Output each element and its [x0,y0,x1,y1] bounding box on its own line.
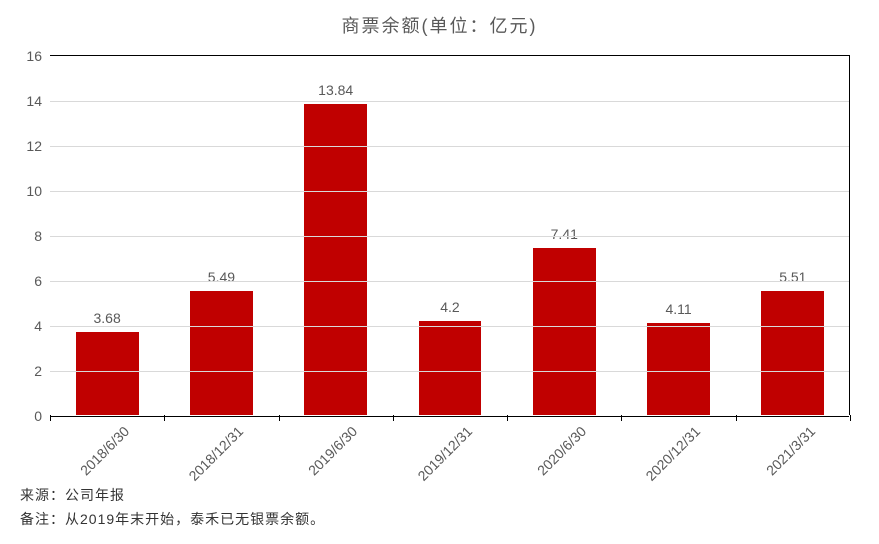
x-tick-mark [393,415,394,421]
plot-area: 3.685.4913.844.27.414.115.51 02468101214… [50,55,850,415]
bar: 5.51 [761,291,824,415]
bar-value-label: 13.84 [318,82,353,98]
bar: 4.11 [647,323,710,415]
x-tick-mark [164,415,165,421]
note-text: 备注：从2019年末开始，泰禾已无银票余额。 [20,508,325,532]
gridline [50,191,849,192]
bar: 5.49 [190,291,253,415]
bar-value-label: 4.2 [440,299,459,315]
x-tick-mark [736,415,737,421]
x-tick-label: 2020/6/30 [534,423,589,478]
y-tick-label: 2 [34,363,50,379]
bar: 7.41 [533,248,596,415]
bar: 13.84 [304,104,367,415]
y-tick-label: 4 [34,318,50,334]
bar: 3.68 [76,332,139,415]
x-tick-mark [279,415,280,421]
x-tick-mark [50,415,51,421]
x-axis-line [50,416,849,417]
y-tick-label: 10 [26,183,50,199]
gridline [50,326,849,327]
chart-footer: 来源：公司年报 备注：从2019年末开始，泰禾已无银票余额。 [20,484,325,532]
bar-value-label: 5.49 [208,269,235,285]
bar-value-label: 3.68 [94,310,121,326]
x-tick-label: 2019/6/30 [305,423,360,478]
x-tick-label: 2019/12/31 [414,423,475,484]
source-text: 来源：公司年报 [20,484,325,508]
x-tick-mark [621,415,622,421]
bar-value-label: 7.41 [551,226,578,242]
gridline [50,146,849,147]
y-tick-label: 14 [26,93,50,109]
y-tick-label: 6 [34,273,50,289]
y-tick-label: 12 [26,138,50,154]
bar-value-label: 5.51 [779,269,806,285]
x-tick-mark [507,415,508,421]
x-tick-mark [850,415,851,421]
gridline [50,371,849,372]
x-tick-label: 2018/6/30 [77,423,132,478]
y-tick-label: 16 [26,48,50,64]
x-tick-label: 2018/12/31 [186,423,247,484]
chart-title: 商票余额(单位：亿元) [0,0,879,38]
y-tick-label: 8 [34,228,50,244]
x-tick-label: 2020/12/31 [643,423,704,484]
gridline [50,101,849,102]
bar-value-label: 4.11 [665,301,691,317]
gridline [50,281,849,282]
x-tick-label: 2021/3/31 [763,423,818,478]
y-tick-label: 0 [34,408,50,424]
gridline [50,236,849,237]
bar: 4.2 [419,321,482,416]
